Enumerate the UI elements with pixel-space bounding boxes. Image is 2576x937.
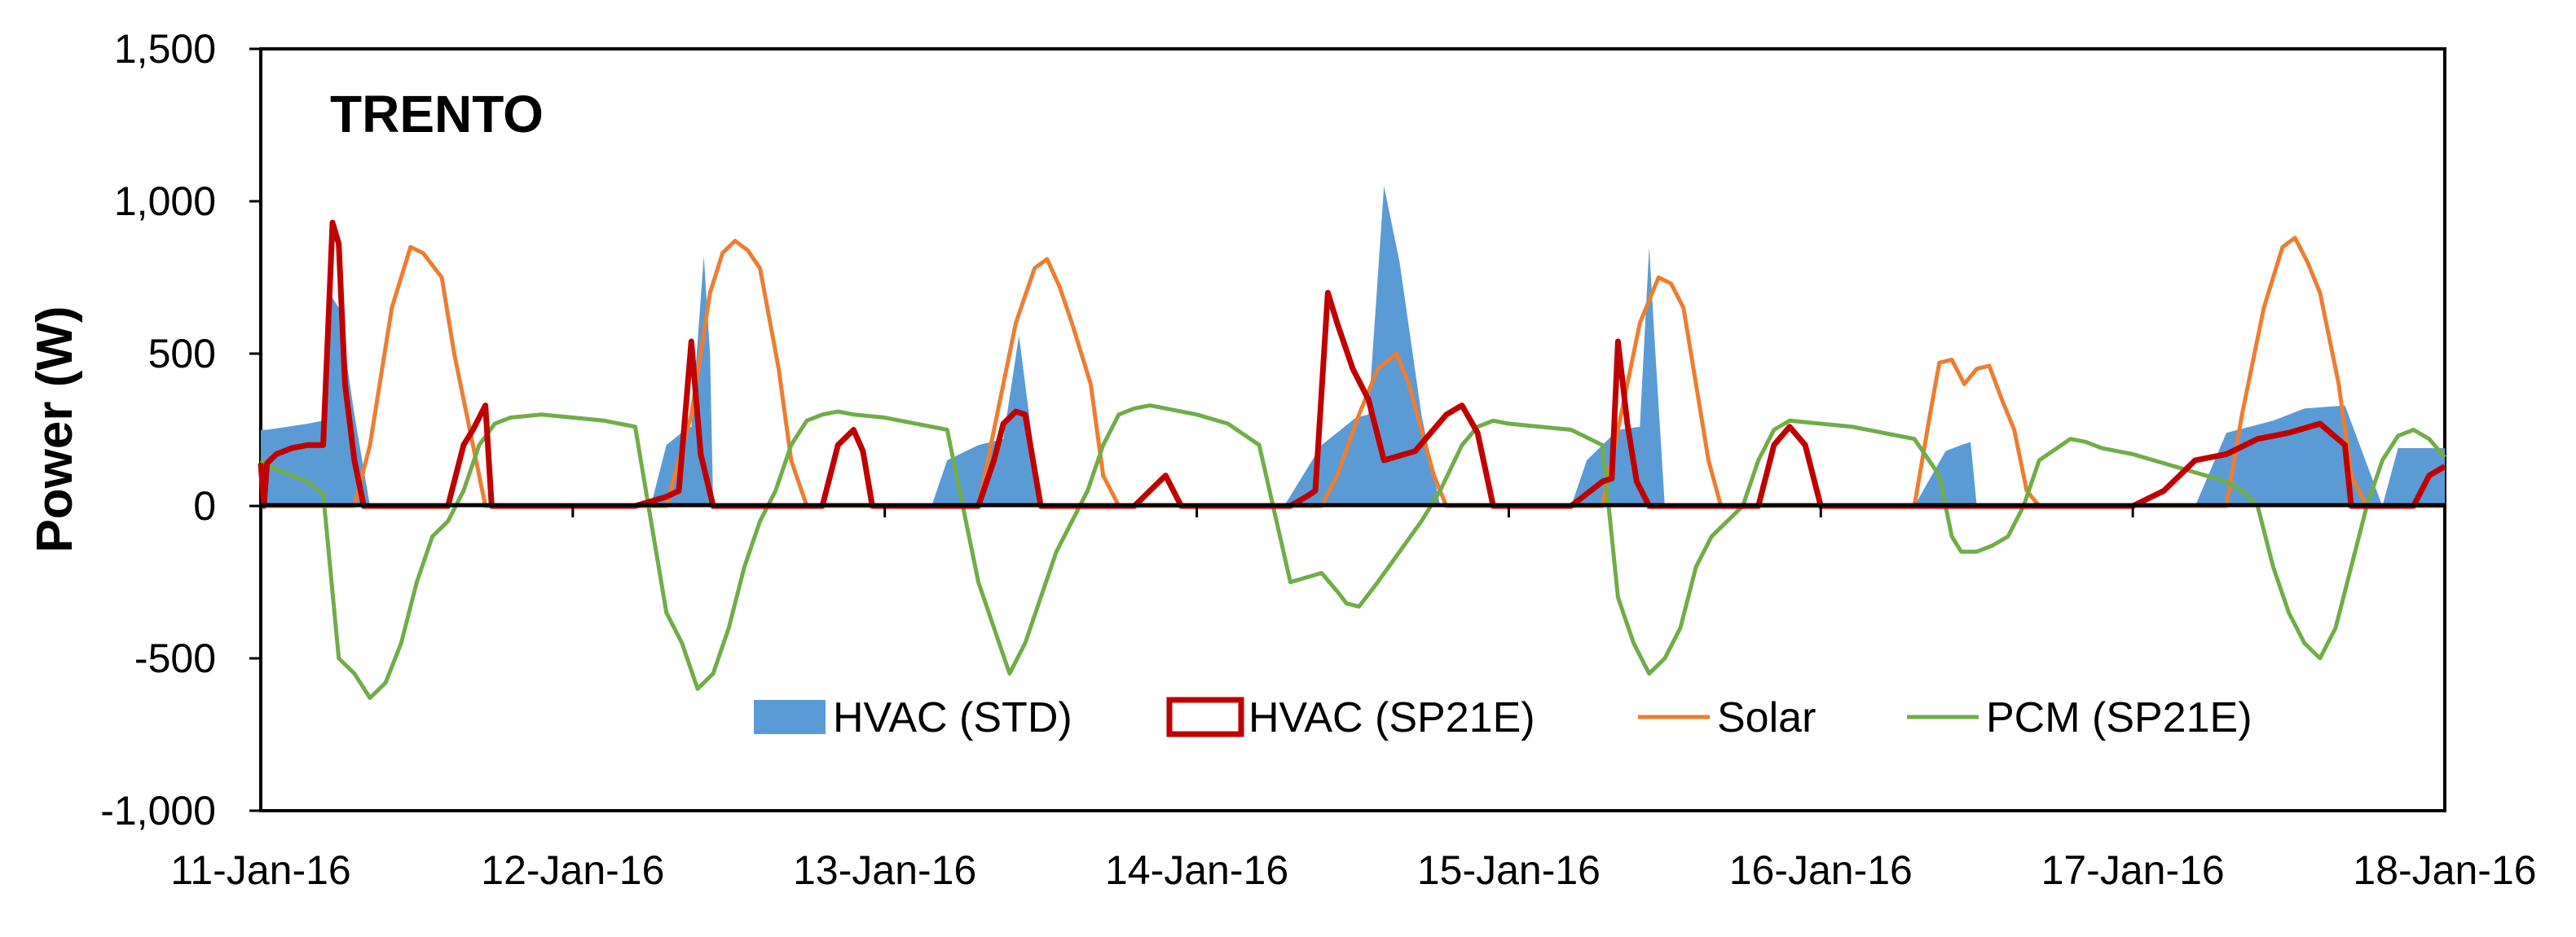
y-axis-label: Power (W) (27, 306, 83, 552)
x-tick-label: 11-Jan-16 (170, 847, 350, 893)
legend-label: HVAC (STD) (833, 694, 1072, 741)
legend: HVAC (STD) HVAC (SP21E) Solar PCM (SP21E) (754, 694, 2252, 741)
y-tick-label: 0 (193, 483, 216, 529)
legend-swatch-hvac-std (754, 700, 826, 734)
y-tick-label: 1,000 (114, 178, 216, 224)
x-tick-label: 17-Jan-16 (2041, 847, 2225, 893)
legend-label: PCM (SP21E) (1986, 694, 2252, 741)
y-axis: -1,000 -500 0 500 1,000 1,500 (100, 26, 261, 834)
legend-label: HVAC (SP21E) (1248, 694, 1535, 741)
x-axis: 11-Jan-16 12-Jan-16 13-Jan-16 14-Jan-16 15-J… (170, 506, 2537, 893)
x-tick-label: 16-Jan-16 (1729, 847, 1913, 893)
x-tick-label: 18-Jan-16 (2353, 847, 2536, 893)
x-tick-label: 12-Jan-16 (481, 847, 664, 893)
series-pcm-line (259, 403, 2446, 701)
series-hvac-std-area (261, 186, 2445, 507)
y-tick-label: -1,000 (100, 788, 216, 834)
x-tick-label: 14-Jan-16 (1105, 847, 1288, 893)
y-tick-label: -500 (134, 636, 216, 681)
chart-title: TRENTO (330, 85, 544, 143)
legend-swatch-hvac-sp21e (1166, 697, 1244, 737)
x-tick-label: 13-Jan-16 (793, 847, 976, 893)
y-tick-label: 1,500 (114, 26, 216, 72)
y-tick-label: 500 (148, 331, 216, 376)
legend-label: Solar (1717, 694, 1816, 741)
x-tick-label: 15-Jan-16 (1417, 847, 1601, 893)
